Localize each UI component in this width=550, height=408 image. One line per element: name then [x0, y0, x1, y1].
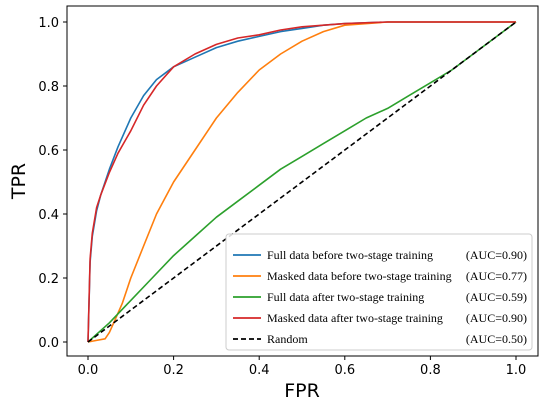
y-tick-label: 0.8	[38, 80, 59, 95]
y-axis-title: TPR	[8, 163, 30, 200]
legend-auc-4: (AUC=0.50)	[466, 332, 527, 346]
x-tick-label: 1.0	[506, 363, 527, 378]
x-tick-label: 0.2	[163, 363, 184, 378]
legend-label-2: Full data after two-stage training	[267, 290, 424, 304]
x-axis-title: FPR	[284, 380, 320, 402]
legend-label-1: Masked data before two-stage training	[267, 269, 452, 283]
x-tick-label: 0.8	[420, 363, 441, 378]
legend-label-4: Random	[267, 332, 308, 346]
y-tick-label: 1.0	[38, 16, 59, 31]
legend-auc-1: (AUC=0.77)	[466, 269, 527, 283]
legend-auc-0: (AUC=0.90)	[466, 248, 527, 262]
y-tick-label: 0.4	[38, 208, 59, 223]
y-tick-label: 0.6	[38, 144, 59, 159]
plot-frame	[66, 5, 539, 357]
series-line-4	[87, 21, 517, 343]
series-line-2	[87, 21, 517, 343]
y-axis: 0.0 0.2 0.4 0.6 0.8 1.0	[38, 16, 67, 351]
legend-label-3: Masked data after two-stage training	[267, 311, 443, 325]
x-tick-label: 0.0	[78, 363, 99, 378]
x-tick-label: 0.4	[249, 363, 270, 378]
series-layer	[87, 21, 517, 343]
legend-box	[225, 233, 533, 351]
legend: Full data before two-stage training (AUC=…	[225, 233, 533, 351]
x-axis: 0.0 0.2 0.4 0.6 0.8 1.0	[78, 356, 527, 378]
legend-auc-2: (AUC=0.59)	[466, 290, 527, 304]
y-tick-label: 0.0	[38, 336, 59, 351]
legend-auc-3: (AUC=0.90)	[466, 311, 527, 325]
series-line-3	[87, 21, 516, 343]
legend-label-0: Full data before two-stage training	[267, 248, 433, 262]
y-tick-label: 0.2	[38, 272, 59, 287]
x-tick-label: 0.6	[334, 363, 355, 378]
